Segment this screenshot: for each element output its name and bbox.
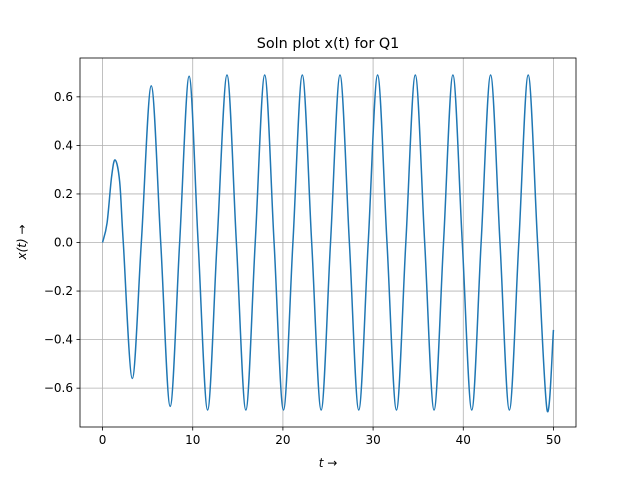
chart-title: Soln plot x(t) for Q1 (257, 36, 400, 52)
x-axis-label: t → (319, 456, 338, 470)
data-line (101, 74, 555, 413)
y-tick-label: 0.0 (54, 236, 73, 250)
x-tick-label: 10 (185, 433, 200, 447)
y-axis-label: x(t) → (15, 224, 29, 260)
plot-frame (79, 57, 577, 428)
x-tick-label: 40 (456, 433, 471, 447)
y-tick-label: −0.6 (44, 381, 73, 395)
x-tick-label: 0 (99, 433, 107, 447)
x-tick-label: 20 (275, 433, 290, 447)
y-tick-label: 0.2 (54, 187, 73, 201)
y-tick-label: 0.6 (54, 90, 73, 104)
y-tick-label: −0.2 (44, 284, 73, 298)
y-tick-label: 0.4 (54, 138, 73, 152)
y-tick-label: −0.4 (44, 333, 73, 347)
x-tick-label: 30 (365, 433, 380, 447)
x-tick-label: 50 (546, 433, 561, 447)
